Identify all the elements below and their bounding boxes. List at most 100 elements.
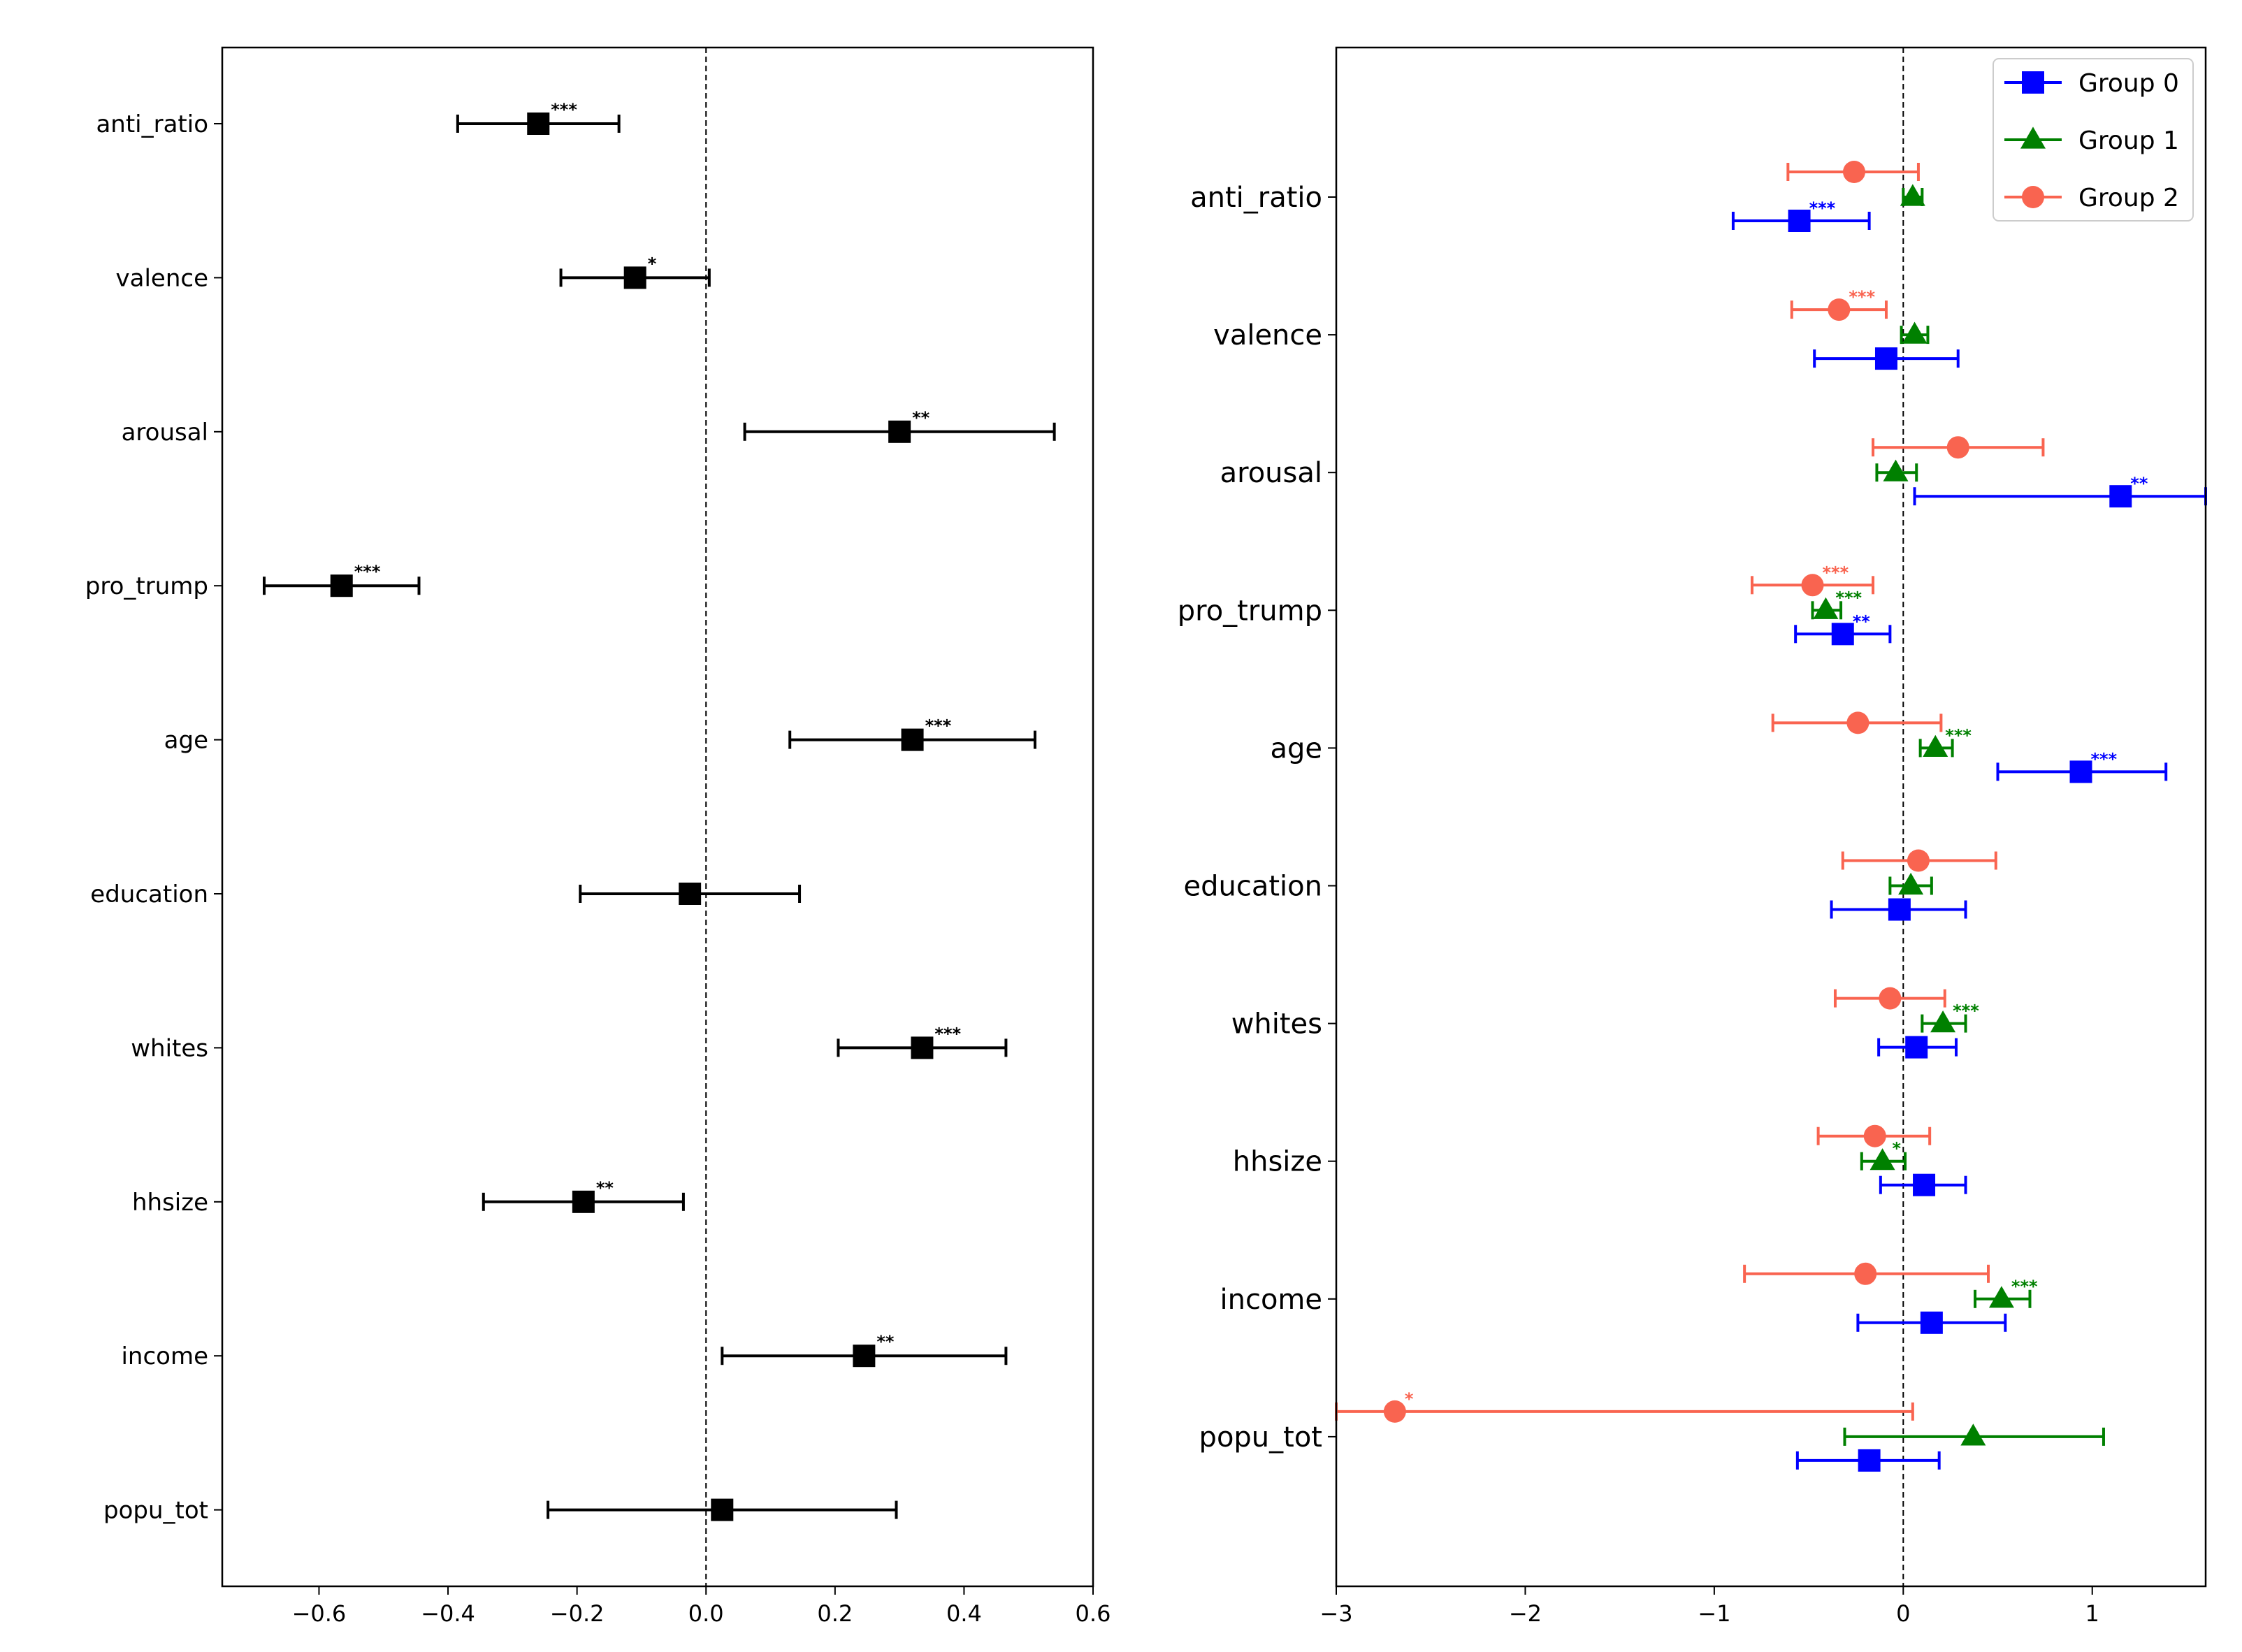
age-significance: *** (1945, 725, 1972, 745)
age-significance: *** (2091, 749, 2118, 769)
age-point (2069, 760, 2092, 783)
estimate-valence (1900, 321, 1930, 345)
series-group-1: ************* (1811, 184, 2105, 1446)
estimate-education (579, 883, 802, 905)
valence-point (1874, 347, 1897, 370)
whites-significance: *** (1953, 1001, 1979, 1021)
y-tick-label-anti_ratio: anti_ratio (1190, 182, 1322, 214)
arousal-point (888, 420, 911, 443)
hhsize-significance: ** (596, 1178, 614, 1198)
anti_ratio-point (1900, 184, 1925, 206)
hhsize-point (1913, 1173, 1936, 1196)
estimate-pro_trump: ** (1794, 611, 1892, 646)
x-tick-label: −3 (1319, 1600, 1352, 1627)
popu_tot-point (711, 1498, 734, 1521)
hhsize-point (1869, 1148, 1895, 1171)
estimate-valence: * (559, 254, 711, 289)
y-tick-label-arousal: arousal (1220, 457, 1322, 489)
x-tick-label: 0 (1896, 1600, 1910, 1627)
arousal-significance: ** (912, 408, 930, 428)
arousal-point (2109, 485, 2132, 508)
anti_ratio-point (1788, 210, 1811, 232)
legend-marker-2 (2022, 186, 2044, 208)
y-tick-label-whites: whites (131, 1034, 208, 1062)
estimate-hhsize (1816, 1124, 1932, 1147)
y-tick-label-whites: whites (1231, 1008, 1322, 1041)
age-point (1923, 734, 1948, 757)
estimate-pro_trump: *** (1811, 588, 1863, 620)
estimate-popu_tot (547, 1498, 898, 1521)
estimate-pro_trump: *** (1750, 563, 1875, 597)
legend-label: Group 2 (2078, 184, 2179, 212)
y-tick-label-valence: valence (116, 264, 208, 292)
series-group-2: ******* (1335, 161, 2045, 1423)
y-tick-label-hhsize: hhsize (132, 1189, 208, 1217)
legend-marker-1 (2020, 126, 2046, 149)
anti_ratio-significance: *** (1809, 198, 1836, 218)
estimate-anti_ratio (1900, 184, 1925, 206)
y-tick-label-education: education (1184, 871, 1322, 903)
education-point (679, 883, 702, 905)
valence-point (623, 266, 646, 289)
y-tick-label-popu_tot: popu_tot (103, 1497, 208, 1525)
estimate-hhsize (1879, 1173, 1967, 1196)
estimate-whites (1833, 987, 1946, 1010)
whites-point (1879, 987, 1902, 1010)
estimate-popu_tot (1795, 1449, 1941, 1472)
y-tick-label-arousal: arousal (122, 419, 208, 447)
pro_trump-significance: *** (354, 562, 381, 581)
whites-point (1930, 1010, 1956, 1033)
hhsize-point (572, 1190, 595, 1213)
anti_ratio-point (527, 113, 550, 135)
pro_trump-significance: *** (1835, 588, 1862, 607)
estimate-arousal (1875, 459, 1918, 482)
legend-label: Group 0 (2078, 69, 2179, 98)
x-tick-label: −0.6 (292, 1600, 347, 1627)
arousal-point (1946, 436, 1969, 459)
whites-significance: *** (934, 1024, 961, 1043)
legend-marker-0 (2022, 71, 2044, 94)
popu_tot-point (1383, 1400, 1406, 1423)
valence-point (1902, 321, 1928, 344)
right-axes-frame (1335, 46, 2207, 1588)
estimate-pro_trump: *** (262, 562, 421, 597)
arousal-significance: ** (2130, 474, 2148, 493)
estimate-valence: *** (1790, 287, 1888, 321)
x-tick-label: −0.2 (550, 1600, 605, 1627)
estimate-whites (1877, 1036, 1958, 1059)
estimate-popu_tot: * (1335, 1389, 1914, 1423)
x-tick-label: −1 (1698, 1600, 1730, 1627)
estimate-age: *** (1918, 725, 1972, 758)
income-significance: *** (2011, 1277, 2038, 1296)
x-tick-label: 0.2 (817, 1600, 853, 1627)
income-point (1988, 1286, 2014, 1308)
estimate-arousal (1872, 436, 2045, 459)
estimate-anti_ratio: *** (1731, 198, 1871, 232)
anti_ratio-point (1842, 161, 1865, 183)
valence-point (1828, 298, 1851, 321)
income-point (853, 1345, 876, 1368)
estimate-anti_ratio (1786, 161, 1920, 183)
hhsize-point (1863, 1124, 1886, 1147)
estimate-education (1830, 898, 1967, 921)
anti_ratio-significance: *** (551, 100, 577, 119)
x-tick-label: 0.4 (946, 1600, 982, 1627)
y-tick-label-anti_ratio: anti_ratio (96, 110, 208, 138)
arousal-point (1883, 459, 1909, 481)
y-tick-label-age: age (164, 727, 208, 755)
estimate-age (1771, 711, 1943, 734)
estimate-whites: *** (837, 1024, 1008, 1059)
valence-significance: *** (1849, 287, 1875, 307)
series-group-0: ********** (1731, 198, 2207, 1472)
income-significance: ** (876, 1332, 895, 1352)
legend: Group 0 Group 1 Group 2 (1993, 58, 2194, 222)
pro_trump-point (1831, 623, 1854, 646)
age-point (1846, 711, 1869, 734)
whites-point (911, 1036, 934, 1059)
estimate-education (1888, 872, 1933, 895)
x-tick-label: −2 (1509, 1600, 1542, 1627)
y-tick-label-income: income (1220, 1284, 1322, 1316)
left-forest-plot: −0.6 −0.4 −0.2 0.0 0.2 0.4 0.6 anti_ratiovalenc… (85, 46, 1111, 1627)
legend-box (1993, 58, 2194, 222)
